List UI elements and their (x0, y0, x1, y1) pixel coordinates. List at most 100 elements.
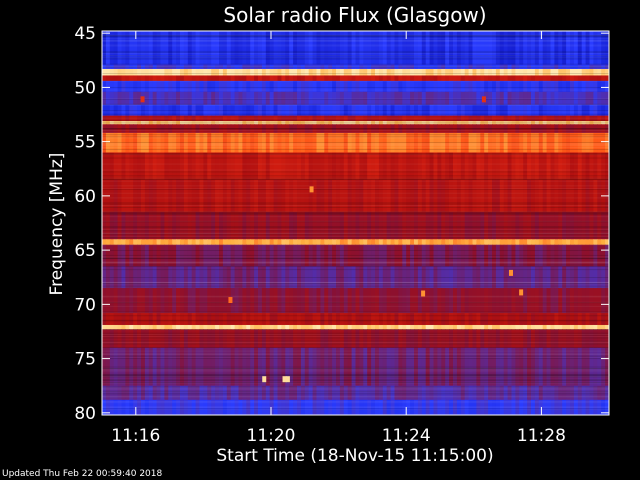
spectrogram-cell (226, 31, 232, 66)
spectrogram-cell (148, 313, 154, 326)
spectrogram-cell (258, 31, 263, 66)
spectrogram-cell (531, 80, 536, 93)
spectrogram-striation (102, 396, 609, 398)
spectrogram-striation (102, 340, 609, 342)
spectrogram-cell (293, 266, 298, 289)
spectrogram-cell (246, 80, 251, 93)
spectrogram-cell (531, 179, 536, 213)
spectrogram-cell (558, 31, 563, 66)
spectrogram-cell (495, 399, 501, 415)
x-tick-label: 11:28 (517, 426, 566, 446)
spectrogram-cell (183, 239, 189, 246)
spectrogram-cell (433, 80, 438, 93)
spectrogram-cell (410, 121, 415, 125)
spectrogram-cell (382, 152, 388, 181)
spectrogram-cell (359, 329, 364, 349)
spectrogram-cell (297, 329, 302, 349)
spectrogram-cell (222, 266, 228, 289)
spectrogram-cell (215, 152, 220, 181)
spectrogram-striation (102, 213, 609, 214)
spectrogram-cell (102, 68, 107, 76)
spectrogram-cell (460, 347, 466, 387)
spectrogram-cell (172, 115, 177, 122)
spectrogram-cell (484, 64, 489, 70)
spectrogram-cell (144, 244, 150, 267)
spectrogram-cell (281, 64, 286, 70)
spectrogram-cell (414, 121, 419, 125)
spectrogram-cell (480, 115, 485, 122)
spectrogram-cell (250, 244, 255, 267)
spectrogram-cell (258, 313, 263, 326)
spectrogram-cell (464, 124, 470, 134)
spectrogram-cell (355, 152, 360, 181)
spectrogram-cell (414, 385, 419, 401)
spectrogram-cell (230, 80, 236, 93)
spectrogram-cell (152, 64, 158, 70)
spectrogram-cell (558, 324, 563, 330)
spectrogram-cell (183, 31, 189, 66)
spectrogram-cell (355, 212, 360, 240)
spectrogram-cell (117, 288, 123, 314)
spectrogram-cell (207, 68, 212, 76)
spectrogram-cell (425, 239, 431, 246)
spectrogram-cell (219, 75, 224, 82)
spectrogram-cell (226, 313, 232, 326)
spectrogram-cell (117, 347, 123, 387)
spectrogram-cell (215, 124, 220, 134)
spectrogram-cell (312, 124, 318, 134)
spectrogram-cell (503, 64, 509, 70)
spectrogram-cell (468, 313, 474, 326)
spectrogram-cell (593, 75, 598, 82)
spectrogram-cell (534, 75, 540, 82)
spectrogram-cell (339, 121, 345, 125)
spectrogram-cell (289, 385, 294, 401)
spectrogram-cell (304, 115, 310, 122)
spectrogram-cell (410, 179, 415, 213)
spectrogram-cell (226, 64, 232, 70)
spectrogram-cell (386, 288, 392, 314)
spectrogram-cell (191, 179, 197, 213)
spectrogram-cell (160, 115, 165, 122)
spectrogram-cell (456, 104, 462, 117)
spectrogram-cell (176, 266, 181, 289)
spectrogram-cell (378, 239, 384, 246)
spectrogram-cell (121, 329, 126, 349)
spectrogram-striation (102, 407, 609, 409)
spectrogram-cell (527, 31, 532, 66)
spectrogram-cell (242, 104, 247, 117)
spectrogram-cell (203, 329, 208, 349)
spectrogram-cell (577, 31, 583, 66)
spectrogram-cell (441, 104, 446, 117)
spectrogram-cell (187, 239, 193, 246)
spectrogram-cell (417, 124, 423, 134)
spectrogram-cell (484, 347, 489, 387)
spectrogram-cell (351, 179, 357, 213)
spectrogram-cell (312, 80, 318, 93)
spectrogram-cell (519, 31, 524, 66)
spectrogram-cell (476, 313, 481, 326)
spectrogram-cell (180, 244, 185, 267)
spectrogram-cell (289, 239, 294, 246)
spectrogram-cell (367, 324, 372, 330)
spectrogram-cell (261, 64, 267, 70)
spectrogram-cell (597, 212, 602, 240)
spectrogram-cell (300, 324, 306, 330)
spectrogram-cell (445, 31, 450, 66)
spectrogram-cell (371, 104, 376, 117)
spectrogram-striation (102, 147, 609, 148)
spectrogram-cell (421, 313, 427, 326)
spectrogram-cell (367, 288, 372, 314)
frequency-band (102, 266, 609, 289)
spectrogram-cell (277, 121, 282, 125)
spectrogram-cell (375, 329, 380, 349)
spectrogram-striation (102, 119, 609, 121)
spectrogram-cell (456, 313, 462, 326)
spectrogram-cell (507, 132, 513, 153)
spectrogram-cell (601, 124, 606, 134)
spectrogram-cell (137, 179, 142, 213)
spectrogram-cell (230, 64, 236, 70)
spectrogram-cell (433, 152, 438, 181)
spectrogram-cell (105, 68, 111, 76)
spectrogram-cell (499, 91, 505, 106)
spectrogram-striation (102, 132, 609, 133)
